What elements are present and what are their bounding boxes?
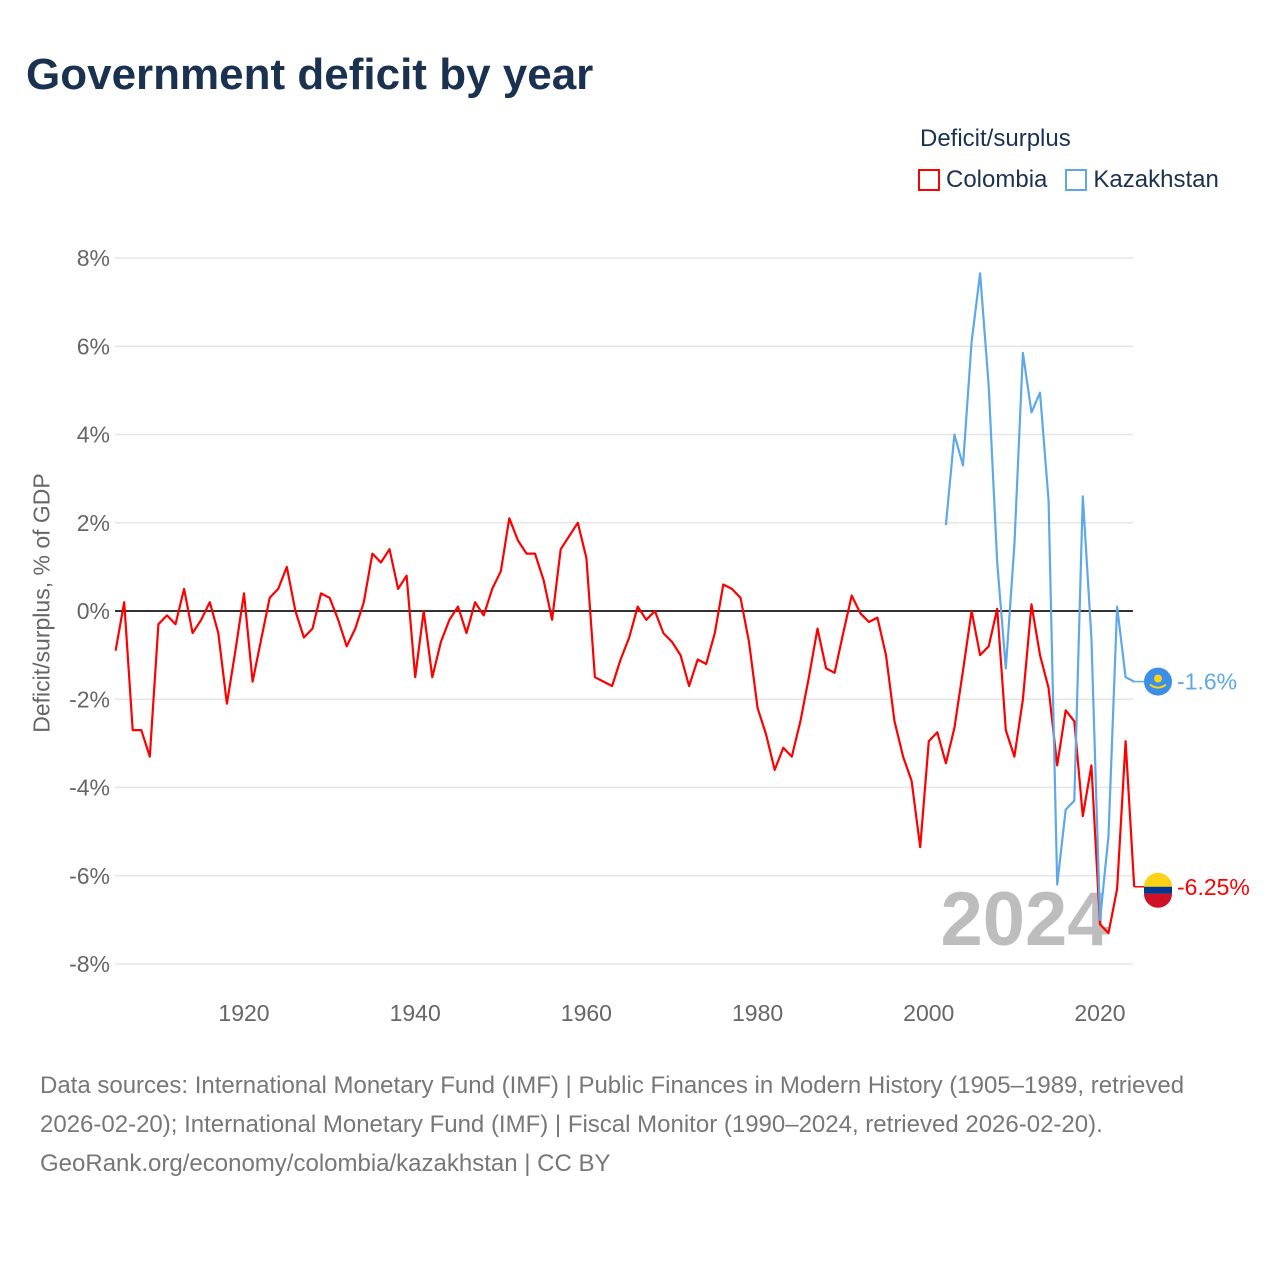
legend-item-kazakhstan[interactable]: Kazakhstan (1065, 166, 1219, 194)
x-tick-label: 1940 (390, 1000, 441, 1026)
y-tick-label: 8% (77, 245, 110, 271)
footer: Data sources: International Monetary Fun… (40, 1066, 1240, 1183)
y-tick-label: 4% (77, 422, 110, 448)
legend-label-kazakhstan: Kazakhstan (1093, 166, 1219, 193)
end-value-label-kazakhstan: -1.6% (1177, 669, 1237, 695)
legend-title: Deficit/surplus (920, 125, 1071, 152)
x-tick-label: 1980 (732, 1000, 783, 1026)
y-tick-label: -4% (69, 775, 110, 801)
x-tick-label: 2000 (903, 1000, 954, 1026)
y-tick-label: 6% (77, 333, 110, 359)
legend-item-colombia[interactable]: Colombia (918, 166, 1047, 194)
y-tick-label: -8% (69, 951, 110, 977)
credit: GeoRank.org/economy/colombia/kazakhstan … (40, 1150, 611, 1177)
page-title: Government deficit by year (26, 50, 594, 99)
y-tick-label: 0% (77, 598, 110, 624)
y-tick-label: -2% (69, 686, 110, 712)
x-tick-label: 1960 (561, 1000, 612, 1026)
x-tick-label: 2020 (1074, 1000, 1125, 1026)
series-line-kazakhstan (944, 272, 1135, 922)
legend: Colombia Kazakhstan (918, 166, 1219, 194)
flag-sun (1154, 674, 1162, 683)
flag-stripe-blue (1144, 886, 1172, 894)
flag-eagle (1149, 683, 1167, 689)
end-value-label-colombia: -6.25% (1177, 874, 1250, 900)
flag-stripe-red (1144, 893, 1172, 908)
series-line-colombia (114, 517, 1136, 935)
data-sources: Data sources: International Monetary Fun… (40, 1072, 1185, 1138)
legend-swatch-kazakhstan (1065, 169, 1088, 191)
y-tick-label: 2% (77, 510, 110, 536)
x-tick-label: 1920 (218, 1000, 269, 1026)
legend-swatch-colombia (918, 169, 940, 191)
legend-label-colombia: Colombia (946, 166, 1048, 193)
year-watermark: 2024 (940, 877, 1109, 962)
y-tick-label: -6% (69, 863, 110, 889)
